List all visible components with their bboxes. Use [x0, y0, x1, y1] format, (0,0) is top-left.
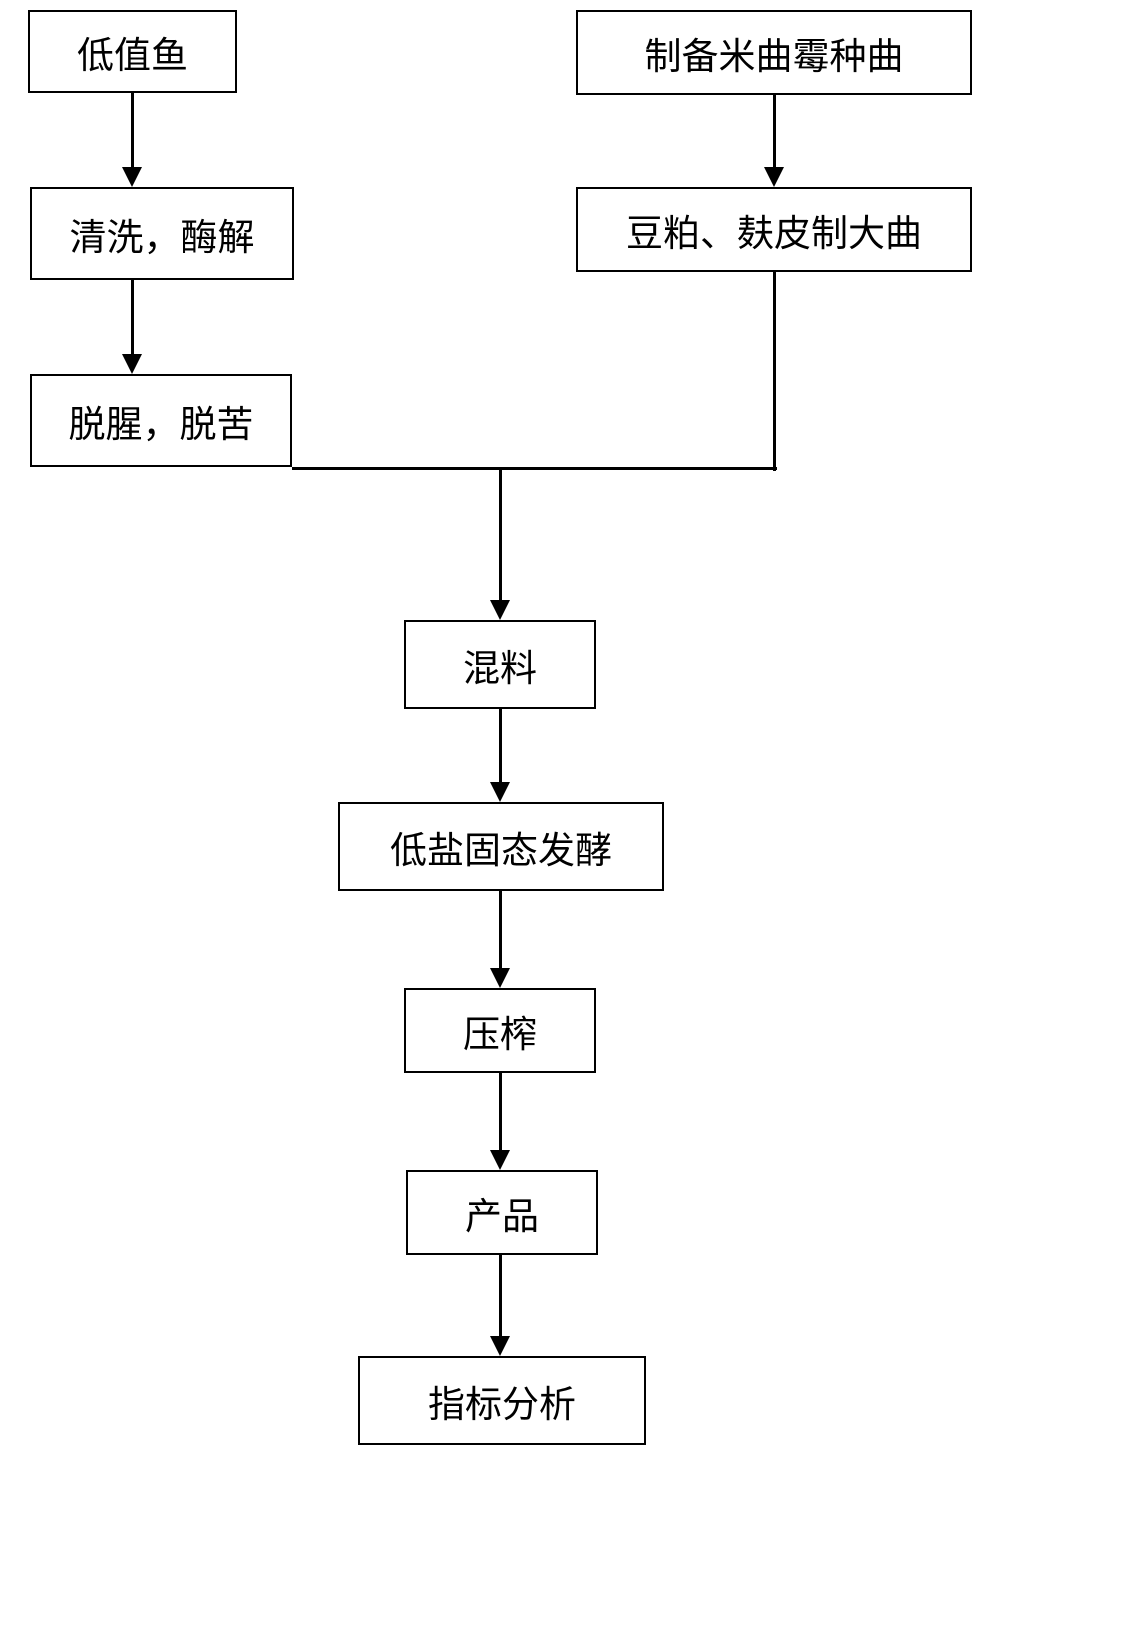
- flowchart-node-label: 清洗，酶解: [70, 207, 255, 261]
- flowchart-node-label: 低值鱼: [77, 25, 188, 79]
- flowchart-node-node2: 制备米曲霉种曲: [576, 10, 972, 95]
- flowchart-edge: [292, 467, 777, 470]
- flowchart-edge: [499, 1255, 502, 1339]
- flowchart-node-label: 制备米曲霉种曲: [645, 26, 904, 80]
- arrow-head: [490, 1336, 510, 1356]
- flowchart-node-label: 脱腥，脱苦: [69, 394, 254, 448]
- flowchart-node-node3: 清洗，酶解: [30, 187, 294, 280]
- flowchart-node-node10: 指标分析: [358, 1356, 646, 1445]
- flowchart-node-label: 产品: [465, 1186, 539, 1240]
- flowchart-node-label: 混料: [463, 638, 537, 692]
- arrow-head: [490, 782, 510, 802]
- flowchart-edge: [499, 709, 502, 785]
- arrow-head: [764, 167, 784, 187]
- arrow-head: [122, 354, 142, 374]
- flowchart-edge: [773, 272, 776, 471]
- flowchart-edge: [773, 95, 776, 170]
- arrow-head: [490, 1150, 510, 1170]
- flowchart-edge: [131, 93, 134, 170]
- flowchart-node-node5: 脱腥，脱苦: [30, 374, 292, 467]
- arrow-head: [490, 600, 510, 620]
- flowchart-edge: [499, 1073, 502, 1153]
- arrow-head: [490, 968, 510, 988]
- flowchart-edge: [131, 280, 134, 357]
- flowchart-edge: [499, 891, 502, 971]
- flowchart-node-node9: 产品: [406, 1170, 598, 1255]
- flowchart-node-node1: 低值鱼: [28, 10, 237, 93]
- flowchart-node-label: 豆粕、麸皮制大曲: [626, 203, 922, 257]
- flowchart-node-label: 指标分析: [428, 1374, 576, 1428]
- flowchart-node-node7: 低盐固态发酵: [338, 802, 664, 891]
- flowchart-node-node4: 豆粕、麸皮制大曲: [576, 187, 972, 272]
- flowchart-node-label: 低盐固态发酵: [390, 820, 612, 874]
- flowchart-node-label: 压榨: [463, 1004, 537, 1058]
- flowchart-edge: [499, 468, 502, 603]
- flowchart-node-node8: 压榨: [404, 988, 596, 1073]
- arrow-head: [122, 167, 142, 187]
- flowchart-node-node6: 混料: [404, 620, 596, 709]
